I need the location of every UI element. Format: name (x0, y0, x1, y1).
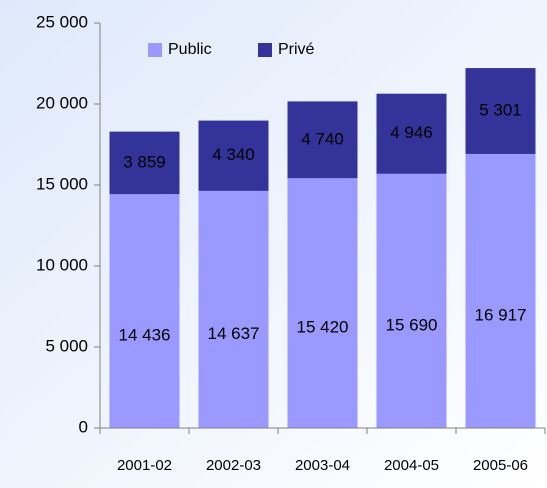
y-tick-label: 20 000 (36, 93, 88, 112)
legend-label: Privé (278, 41, 315, 58)
value-label: 15 690 (386, 315, 438, 334)
x-tick-label: 2004-05 (384, 457, 439, 474)
x-tick-label: 2003-04 (295, 457, 350, 474)
value-label: 4 740 (301, 129, 344, 148)
value-label: 14 637 (208, 324, 260, 343)
bar-segment (287, 178, 358, 428)
y-tick-label: 5 000 (45, 336, 88, 355)
bar-segment (465, 153, 536, 429)
y-tick-label: 25 000 (36, 12, 88, 31)
value-label: 5 301 (479, 100, 522, 119)
value-label: 14 436 (119, 326, 171, 345)
bar-segment (287, 101, 358, 179)
value-label: 16 917 (475, 305, 527, 324)
x-tick-label: 2005-06 (473, 457, 528, 474)
value-label: 15 420 (297, 318, 349, 337)
legend-label: Public (168, 41, 212, 58)
value-label: 4 340 (212, 145, 255, 164)
bar-segment (198, 120, 269, 191)
bar-segment (376, 93, 447, 174)
legend-swatch (148, 43, 162, 57)
bar-segment (109, 194, 180, 428)
x-tick-label: 2001-02 (117, 457, 172, 474)
y-tick-label: 10 000 (36, 255, 88, 274)
bar-segment (109, 131, 180, 195)
bar-segment (376, 173, 447, 428)
bar-segment (465, 68, 536, 154)
bar-segment (198, 190, 269, 428)
y-tick-label: 15 000 (36, 174, 88, 193)
value-label: 3 859 (123, 152, 166, 171)
legend-swatch (258, 43, 272, 57)
value-label: 4 946 (390, 123, 433, 142)
x-tick-label: 2002-03 (206, 457, 261, 474)
y-tick-label: 0 (79, 417, 88, 436)
